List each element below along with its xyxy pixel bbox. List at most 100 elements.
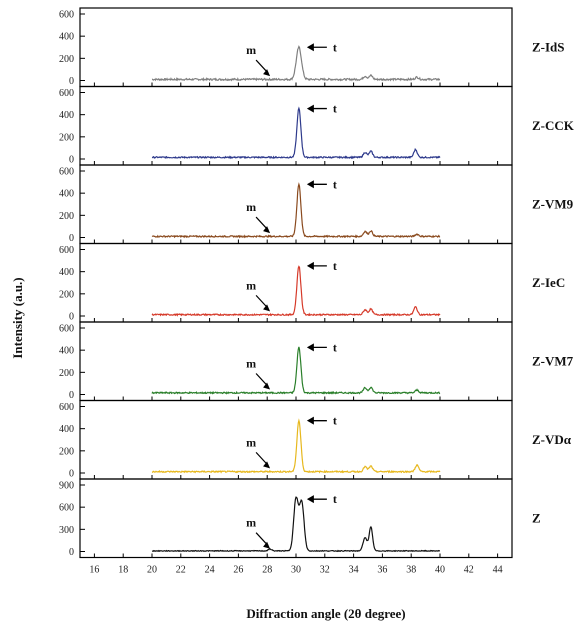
x-tick-label: 42 xyxy=(464,565,474,576)
x-tick-label: 20 xyxy=(147,565,157,576)
x-tick-label: 24 xyxy=(205,565,215,576)
series-line-1 xyxy=(151,106,441,160)
y-tick-label: 600 xyxy=(59,324,74,335)
x-tick-label: 18 xyxy=(118,565,128,576)
t-arrowhead xyxy=(306,104,314,113)
t-label: t xyxy=(333,414,337,428)
m-label: m xyxy=(246,435,256,449)
y-tick-label: 400 xyxy=(59,424,74,435)
y-tick-label: 0 xyxy=(69,547,74,558)
m-label: m xyxy=(246,278,256,292)
panel-frame xyxy=(79,85,513,166)
m-arrowhead xyxy=(263,226,271,234)
sample-label: Z xyxy=(532,510,541,525)
x-tick-label: 30 xyxy=(291,565,301,576)
y-axis-title: Intensity (a.u.) xyxy=(10,277,25,358)
m-arrowhead xyxy=(263,461,271,469)
y-tick-label: 0 xyxy=(69,76,74,87)
panel-2: 0 200 400 600 Z-VM9 t m xyxy=(59,164,574,245)
panel-frame xyxy=(79,164,513,245)
t-arrowhead xyxy=(306,43,314,52)
y-tick-label: 400 xyxy=(59,110,74,121)
y-tick-label: 900 xyxy=(59,481,74,492)
t-label: t xyxy=(333,102,337,116)
series-line-3 xyxy=(151,265,441,317)
panels-layer: 0 200 400 600 Z-IdS t m 0 200 400 600 Z-CCK t 0 200 400… xyxy=(59,7,575,559)
sample-label: Z-CCK xyxy=(532,118,575,133)
t-label: t xyxy=(333,340,337,354)
y-tick-label: 200 xyxy=(59,211,74,222)
x-tick-label: 28 xyxy=(262,565,272,576)
m-arrowhead xyxy=(263,69,271,77)
series-line-6 xyxy=(151,496,441,553)
t-arrowhead xyxy=(306,495,314,504)
y-tick-label: 600 xyxy=(59,88,74,99)
m-arrowhead xyxy=(263,304,271,312)
x-tick-label: 40 xyxy=(435,565,445,576)
m-arrowhead xyxy=(263,382,271,390)
t-label: t xyxy=(333,259,337,273)
t-arrowhead xyxy=(306,416,314,425)
y-tick-label: 400 xyxy=(59,189,74,200)
t-label: t xyxy=(333,492,337,506)
t-label: t xyxy=(333,40,337,54)
x-tick-label: 22 xyxy=(176,565,186,576)
panel-frame xyxy=(79,7,513,88)
y-tick-label: 200 xyxy=(59,54,74,65)
x-tick-label: 44 xyxy=(493,565,503,576)
m-label: m xyxy=(246,516,256,530)
y-tick-label: 200 xyxy=(59,368,74,379)
y-tick-label: 400 xyxy=(59,32,74,43)
y-tick-label: 400 xyxy=(59,346,74,357)
panel-0: 0 200 400 600 Z-IdS t m xyxy=(59,7,565,88)
y-tick-label: 300 xyxy=(59,525,74,536)
m-label: m xyxy=(246,43,256,57)
y-tick-label: 0 xyxy=(69,155,74,166)
series-line-2 xyxy=(151,182,441,239)
series-line-0 xyxy=(151,45,441,82)
y-tick-label: 600 xyxy=(59,245,74,256)
m-label: m xyxy=(246,357,256,371)
y-tick-label: 400 xyxy=(59,267,74,278)
t-arrowhead xyxy=(306,180,314,189)
sample-label: Z-IeC xyxy=(532,275,565,290)
panel-frame xyxy=(79,242,513,323)
series-line-5 xyxy=(151,418,441,474)
y-tick-label: 600 xyxy=(59,402,74,413)
y-tick-label: 0 xyxy=(69,390,74,401)
x-axis: 16 18 20 22 24 26 28 30 32 34 36 38 40 42 44 xyxy=(89,565,502,576)
panel-5: 0 200 400 600 Z-VDα t m xyxy=(59,399,572,480)
t-arrowhead xyxy=(306,343,314,352)
sample-label: Z-VM7 xyxy=(532,353,574,368)
panel-4: 0 200 400 600 Z-VM7 t m xyxy=(59,321,574,402)
y-tick-label: 0 xyxy=(69,312,74,323)
y-tick-label: 600 xyxy=(59,503,74,514)
panel-frame xyxy=(79,478,513,559)
x-axis-title: Diffraction angle (2θ degree) xyxy=(246,606,405,621)
panel-6: 0 300 600 900 Zt m xyxy=(59,478,541,559)
m-arrowhead xyxy=(263,541,271,549)
x-tick-label: 36 xyxy=(377,565,387,576)
t-arrowhead xyxy=(306,261,314,270)
y-tick-label: 200 xyxy=(59,446,74,457)
panel-1: 0 200 400 600 Z-CCK t xyxy=(59,85,575,166)
y-tick-label: 200 xyxy=(59,289,74,300)
x-tick-label: 16 xyxy=(89,565,99,576)
m-label: m xyxy=(246,200,256,214)
panel-3: 0 200 400 600 Z-IeC t m xyxy=(59,242,565,323)
x-tick-label: 34 xyxy=(349,565,359,576)
x-tick-label: 38 xyxy=(406,565,416,576)
t-label: t xyxy=(333,177,337,191)
x-tick-label: 26 xyxy=(233,565,243,576)
y-tick-label: 0 xyxy=(69,233,74,244)
y-tick-label: 0 xyxy=(69,469,74,480)
panel-frame xyxy=(79,321,513,402)
sample-label: Z-IdS xyxy=(532,39,565,54)
y-tick-label: 600 xyxy=(59,167,74,178)
panel-frame xyxy=(79,399,513,480)
y-tick-label: 600 xyxy=(59,10,74,21)
x-tick-label: 32 xyxy=(320,565,330,576)
series-line-4 xyxy=(151,346,441,395)
